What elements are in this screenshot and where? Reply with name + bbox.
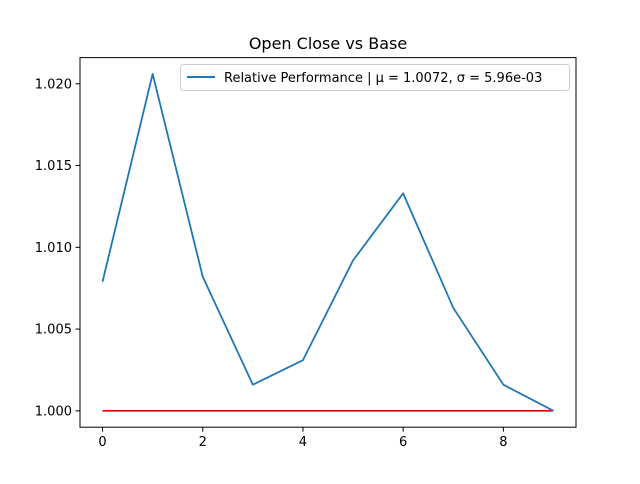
- series-layer: [101, 73, 555, 412]
- plot-area-frame: [79, 57, 577, 428]
- data-point-baseline-2: [202, 410, 204, 412]
- data-point-relative-performance-6: [402, 193, 404, 195]
- data-point-relative-performance-4: [302, 359, 304, 361]
- data-point-relative-performance-8: [503, 384, 505, 386]
- data-point-relative-performance-7: [452, 307, 454, 309]
- legend: Relative Performance | μ = 1.0072, σ = 5…: [180, 64, 570, 91]
- data-point-baseline-8: [503, 410, 505, 412]
- axis-layer: 0 2 4 6 8 1.000 1.005 1.010 1.015 1.020: [35, 77, 508, 450]
- y-tick-label: 1.005: [35, 323, 72, 338]
- data-point-baseline-7: [452, 410, 454, 412]
- chart-title: Open Close vs Base: [249, 34, 407, 53]
- data-point-baseline-3: [252, 410, 254, 412]
- data-point-baseline-6: [402, 410, 404, 412]
- data-point-relative-performance-0: [102, 281, 104, 283]
- data-point-baseline-5: [352, 410, 354, 412]
- y-tick-label: 1.010: [35, 241, 72, 256]
- y-tick-label: 1.020: [35, 77, 72, 92]
- y-tick-label: 1.000: [35, 404, 72, 419]
- x-tick-label: 2: [199, 435, 207, 450]
- data-point-baseline-1: [152, 410, 154, 412]
- x-tick-label: 8: [499, 435, 507, 450]
- data-point-relative-performance-5: [352, 260, 354, 262]
- data-point-relative-performance-2: [202, 276, 204, 278]
- x-tick-label: 6: [399, 435, 407, 450]
- data-point-baseline-4: [302, 410, 304, 412]
- y-tick-label: 1.015: [35, 159, 72, 174]
- x-tick-label: 0: [98, 435, 106, 450]
- legend-box: [180, 64, 570, 91]
- data-point-relative-performance-9: [553, 410, 555, 412]
- data-point-relative-performance-1: [152, 73, 154, 75]
- x-tick-label: 4: [299, 435, 307, 450]
- legend-label-relative-performance: Relative Performance | μ = 1.0072, σ = 5…: [224, 71, 542, 86]
- data-point-relative-performance-3: [252, 384, 254, 386]
- data-point-baseline-0: [102, 410, 104, 412]
- series-line-relative-performance: [101, 73, 554, 412]
